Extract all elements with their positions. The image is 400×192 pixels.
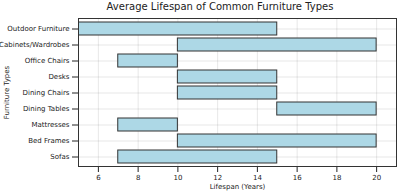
svg-text:Dining Tables: Dining Tables (23, 105, 70, 113)
svg-text:Sofas: Sofas (50, 153, 69, 161)
svg-text:20: 20 (372, 174, 381, 182)
svg-text:12: 12 (213, 174, 222, 182)
svg-text:Cabinets/Wardrobes: Cabinets/Wardrobes (0, 41, 70, 49)
svg-text:Bed Frames: Bed Frames (28, 137, 70, 145)
svg-text:8: 8 (136, 174, 140, 182)
svg-text:Office Chairs: Office Chairs (25, 57, 70, 65)
svg-text:Mattresses: Mattresses (31, 121, 69, 129)
svg-text:6: 6 (96, 174, 101, 182)
html-text:Average Lifespan of Common Fur: Average Lifespan of Common Furniture Typ… (106, 1, 334, 12)
svg-text:Outdoor Furniture: Outdoor Furniture (7, 25, 69, 33)
svg-text:Lifespan (Years): Lifespan (Years) (210, 183, 266, 191)
svg-text:14: 14 (253, 174, 262, 182)
svg-text:Dining Chairs: Dining Chairs (23, 89, 70, 97)
svg-text:10: 10 (173, 174, 182, 182)
svg-text:Desks: Desks (48, 73, 69, 81)
svg-text:16: 16 (293, 174, 302, 182)
svg-text:Furniture Types: Furniture Types (3, 65, 11, 119)
svg-text:18: 18 (332, 174, 341, 182)
